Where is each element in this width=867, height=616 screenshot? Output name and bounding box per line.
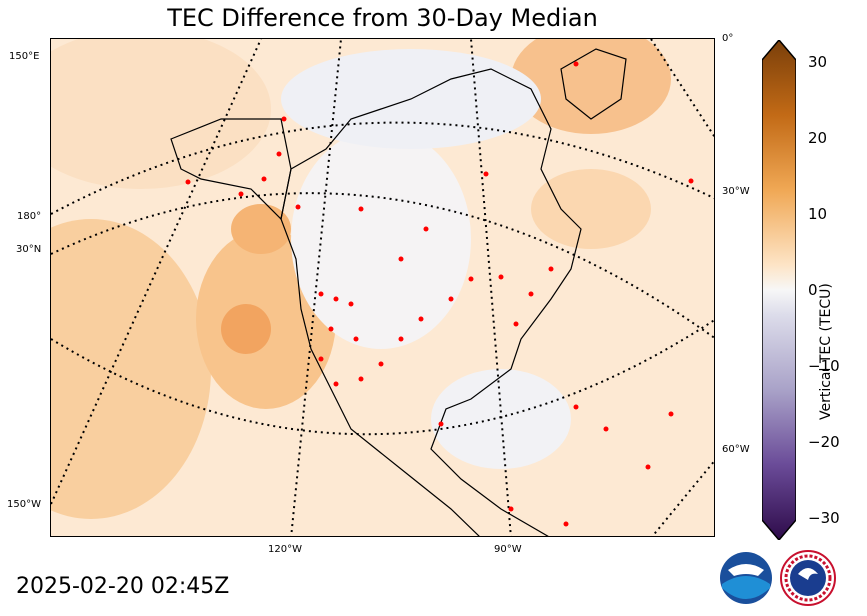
anomaly-region: [221, 304, 271, 354]
colorbar-tick: −30: [808, 509, 840, 527]
timestamp: 2025-02-20 02:45Z: [16, 574, 230, 599]
graticule-label: 150°E: [9, 51, 40, 62]
graticule-label: 150°W: [7, 499, 41, 510]
national-weather-service-logo: [780, 550, 836, 606]
colorbar-tick: 0: [808, 281, 818, 299]
graticule-label: 60°W: [722, 444, 750, 455]
colorbar-tick: 20: [808, 129, 828, 147]
colorbar-tick: −20: [808, 433, 840, 451]
graticule-label: 90°W: [494, 544, 522, 555]
map-canvas: [51, 39, 714, 536]
graticule: [51, 39, 714, 536]
agency-logos: [720, 550, 836, 606]
graticule-label: 180°: [17, 211, 42, 222]
graticule-label: 120°W: [268, 544, 302, 555]
anomaly-region: [231, 204, 291, 254]
graticule-label: 30°W: [722, 186, 750, 197]
tec-map: [50, 38, 715, 537]
colorbar-tick: −10: [808, 357, 840, 375]
colorbar-label: Vertical TEC (TECU): [818, 283, 834, 420]
chart-title: TEC Difference from 30-Day Median: [167, 4, 598, 32]
greenland-outline: [560, 48, 627, 120]
colorbar: [762, 40, 796, 540]
neutral-region: [291, 129, 471, 349]
anomaly-region: [511, 39, 671, 134]
neutral-region: [431, 369, 571, 469]
anomaly-region: [51, 219, 211, 519]
anomaly-region: [51, 39, 271, 189]
graticule-label: 0°: [722, 33, 734, 44]
noaa-logo: [720, 552, 772, 604]
anomaly-region: [531, 169, 651, 249]
colorbar-tick: 10: [808, 205, 828, 223]
north-america-outline: [280, 68, 582, 536]
station-markers: [185, 61, 694, 527]
graticule-label: 30°N: [16, 244, 42, 255]
alaska-outline: [170, 118, 292, 221]
colorbar-tick: 30: [808, 53, 828, 71]
